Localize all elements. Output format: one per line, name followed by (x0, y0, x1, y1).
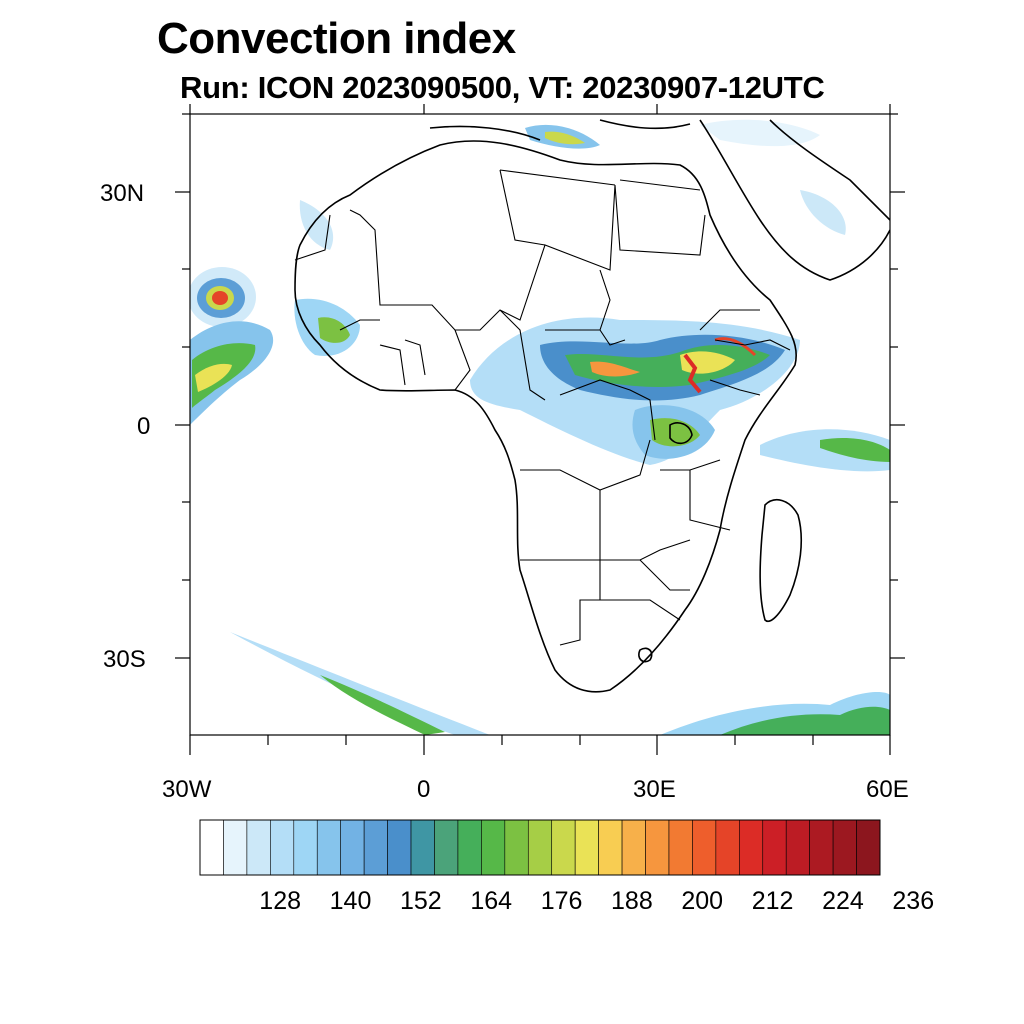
colorbar-label: 200 (681, 887, 724, 915)
y-ticks (175, 113, 905, 659)
nw-africa-patch (299, 200, 334, 250)
colorbar-swatch (668, 819, 693, 876)
colorbar-swatch (363, 819, 388, 876)
colorbar-swatch (457, 819, 482, 876)
colorbar-swatch (527, 819, 553, 876)
lesotho (638, 647, 653, 663)
chart-subtitle: Run: ICON 2023090500, VT: 20230907-12UTC (180, 70, 825, 105)
colorbar-frame (199, 819, 881, 876)
africa-coast (294, 140, 797, 693)
great-lakes-core (650, 418, 700, 447)
colorbar-swatch (621, 819, 646, 876)
colorbar-swatch (410, 819, 435, 876)
x-tick-0: 0 (417, 776, 431, 803)
coastlines (294, 119, 890, 693)
madagascar-coast (759, 499, 803, 622)
y-tick-30s: 30S (103, 646, 146, 673)
colorbar-swatch (340, 819, 365, 876)
colorbar-swatch (293, 819, 318, 876)
west-africa-core (318, 317, 350, 343)
southern-band-west-core (320, 675, 445, 735)
hotspot-1 (590, 361, 640, 377)
colorbar-swatch (856, 819, 881, 876)
colorbar-label: 236 (892, 887, 935, 915)
arabia-patch (800, 190, 846, 235)
colorbar-swatch (645, 819, 670, 876)
country-borders (294, 169, 791, 646)
colorbar-swatch (762, 819, 787, 876)
colorbar-swatch (715, 819, 740, 876)
chart-title: Convection index (157, 14, 516, 63)
plot-frame (189, 113, 891, 736)
colorbar-swatch (739, 819, 764, 876)
colorbar-swatch (785, 819, 810, 876)
x-ticks (189, 104, 891, 755)
southern-band-west (230, 632, 490, 735)
hotspot-3 (683, 353, 702, 394)
x-tick-60e: 60E (866, 776, 909, 803)
lake-victoria (669, 422, 693, 445)
atlantic-band-peak (195, 363, 232, 392)
colorbar-label: 140 (329, 887, 372, 915)
cyclone-core (212, 291, 228, 305)
colorbar-label: 152 (400, 887, 442, 915)
colorbar-swatch (387, 819, 412, 876)
colorbar-swatch (809, 819, 834, 876)
colorbar-swatch (598, 819, 623, 876)
colorbar (199, 819, 881, 876)
colorbar-swatch (270, 819, 295, 876)
colorbar-swatch (481, 819, 506, 876)
y-tick-30n: 30N (100, 180, 145, 207)
colorbar-swatch (434, 819, 459, 876)
colorbar-swatch (246, 819, 271, 876)
colorbar-label: 188 (611, 887, 653, 915)
colorbar-swatch (692, 819, 717, 876)
colorbar-swatch (574, 819, 599, 876)
x-tick-30e: 30E (633, 776, 676, 803)
convection-field (190, 119, 890, 735)
y-tick-0: 0 (137, 413, 151, 440)
x-tick-30w: 30W (162, 776, 212, 803)
colorbar-label: 164 (470, 887, 513, 915)
arabia-coast (699, 119, 890, 281)
middle-east-patch (700, 119, 820, 147)
colorbar-swatch (551, 819, 576, 876)
colorbar-swatch (504, 819, 529, 876)
indian-ocean-core (820, 438, 890, 462)
colorbar-swatch (832, 819, 857, 876)
colorbar-label: 224 (822, 887, 864, 915)
colorbar-label: 176 (540, 887, 583, 915)
mediterranean-core (545, 131, 585, 145)
colorbar-label: 128 (259, 887, 302, 915)
hotspot-4 (714, 337, 757, 357)
europe-coast (429, 119, 691, 141)
southern-band-east-core (720, 706, 890, 735)
colorbar-swatch (223, 819, 248, 876)
colorbar-label: 212 (751, 887, 794, 915)
colorbar-swatch (199, 819, 224, 876)
colorbar-swatch (316, 819, 341, 876)
